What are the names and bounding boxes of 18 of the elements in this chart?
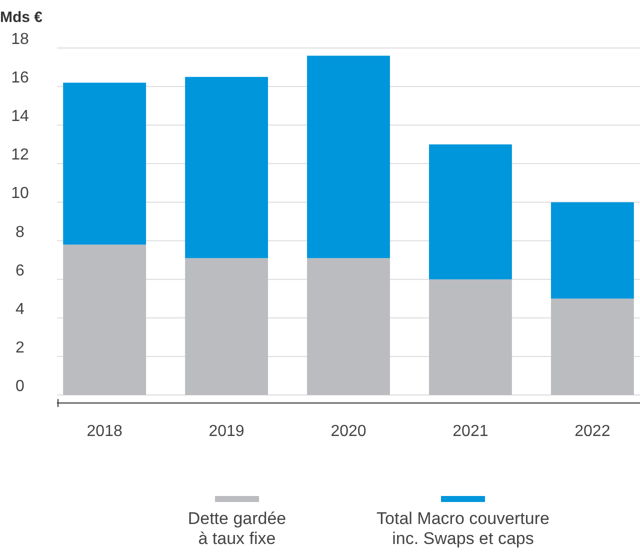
x-tick-label: 2021 <box>452 423 488 440</box>
legend-label: Total Macro couverture inc. Swaps et caps <box>376 509 550 548</box>
y-axis-title: Mds € <box>0 9 44 26</box>
x-tick-label: 2019 <box>208 423 244 440</box>
y-tick-label: 12 <box>11 146 29 164</box>
y-tick-label: 14 <box>11 108 29 126</box>
legend-label: Dette gardée à taux fixe <box>188 509 286 548</box>
y-tick-label: 16 <box>11 70 29 87</box>
y-tick-label: 8 <box>16 224 25 241</box>
y-tick-label: 2 <box>16 339 25 356</box>
y-tick-label: 6 <box>16 262 25 280</box>
x-tick-label: 2018 <box>86 423 122 440</box>
y-tick-label: 18 <box>11 31 29 48</box>
x-tick-label: 2022 <box>574 423 610 440</box>
y-tick-label: 0 <box>16 378 25 395</box>
y-tick-label: 4 <box>16 300 25 318</box>
y-tick-label: 10 <box>11 185 29 202</box>
x-tick-label: 2020 <box>330 423 366 440</box>
